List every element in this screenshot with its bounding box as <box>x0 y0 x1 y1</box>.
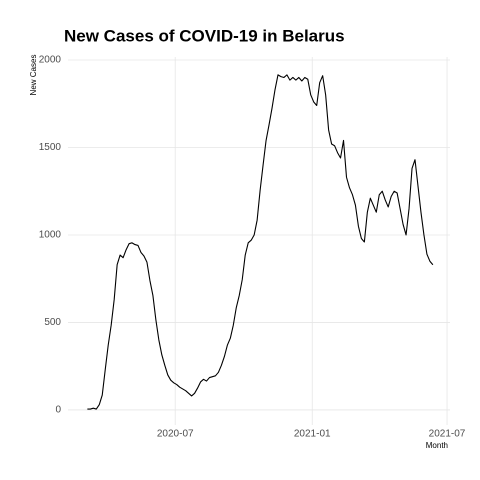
x-axis-label: Month <box>426 441 448 450</box>
line <box>87 74 434 410</box>
y-axis-label: New Cases <box>29 55 38 96</box>
y-tick-label: 1500 <box>39 142 62 153</box>
y-tick-label: 0 <box>55 405 61 416</box>
x-tick-label: 2020-07 <box>157 429 194 440</box>
y-tick-label: 2000 <box>39 55 62 66</box>
y-tick-label: 500 <box>44 317 61 328</box>
y-tick-label: 1000 <box>39 230 62 241</box>
chart-title: New Cases of COVID-19 in Belarus <box>64 26 345 45</box>
x-tick-label: 2021-07 <box>429 429 466 440</box>
x-tick-label: 2021-01 <box>294 429 331 440</box>
